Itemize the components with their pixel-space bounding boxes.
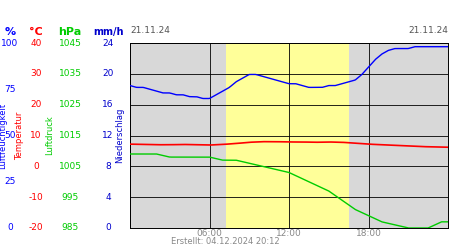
Text: 21.11.24: 21.11.24: [130, 26, 170, 35]
Text: 995: 995: [61, 193, 79, 202]
Text: %: %: [4, 27, 16, 37]
Text: 24: 24: [103, 38, 113, 48]
Text: 16: 16: [102, 100, 114, 109]
Text: Luftfeuchtigkeit: Luftfeuchtigkeit: [0, 102, 8, 168]
Bar: [226, 43, 349, 228]
Text: mm/h: mm/h: [93, 27, 123, 37]
Text: 985: 985: [61, 224, 79, 232]
Text: 50: 50: [4, 131, 16, 140]
Text: 4: 4: [105, 193, 111, 202]
Text: 75: 75: [4, 85, 16, 94]
Text: Niederschlag: Niederschlag: [116, 108, 125, 163]
Text: 25: 25: [4, 177, 16, 186]
Text: Temperatur: Temperatur: [15, 111, 24, 160]
Text: 0: 0: [33, 162, 39, 171]
Text: 100: 100: [1, 38, 18, 48]
Text: -10: -10: [29, 193, 43, 202]
Text: Erstellt: 04.12.2024 20:12: Erstellt: 04.12.2024 20:12: [171, 237, 279, 246]
Text: 1045: 1045: [58, 38, 81, 48]
Text: °C: °C: [29, 27, 43, 37]
Text: 0: 0: [7, 224, 13, 232]
Text: hPa: hPa: [58, 27, 81, 37]
Text: 10: 10: [30, 131, 42, 140]
Text: 40: 40: [30, 38, 42, 48]
Text: 1035: 1035: [58, 69, 81, 78]
Text: Luftdruck: Luftdruck: [45, 116, 54, 155]
Text: 0: 0: [105, 224, 111, 232]
Text: -20: -20: [29, 224, 43, 232]
Text: 1005: 1005: [58, 162, 81, 171]
Text: 20: 20: [102, 69, 114, 78]
Text: 21.11.24: 21.11.24: [408, 26, 448, 35]
Text: 12: 12: [102, 131, 114, 140]
Text: 20: 20: [30, 100, 42, 109]
Text: 8: 8: [105, 162, 111, 171]
Text: 30: 30: [30, 69, 42, 78]
Text: 1025: 1025: [58, 100, 81, 109]
Text: 1015: 1015: [58, 131, 81, 140]
